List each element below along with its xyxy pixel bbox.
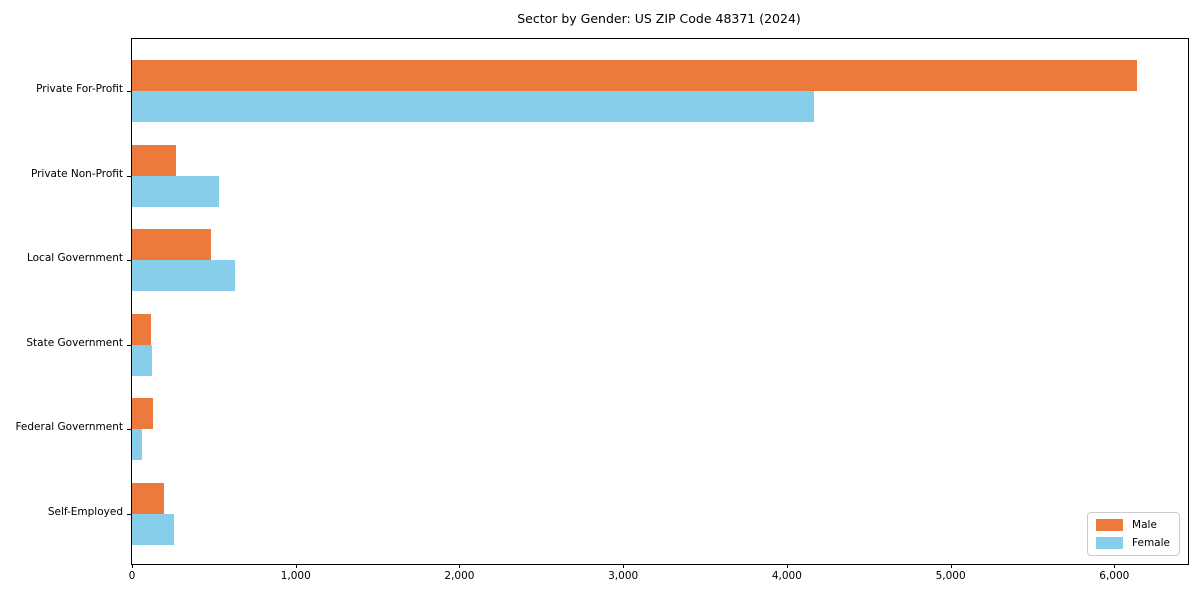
x-axis-tick xyxy=(623,564,625,568)
y-axis-tick xyxy=(127,429,131,430)
bar-male-state-government xyxy=(132,313,151,345)
legend-item-male: Male xyxy=(1096,519,1170,531)
y-axis-tick xyxy=(127,513,131,515)
x-axis-tick-label: 1,000 xyxy=(280,570,311,582)
x-axis-tick-label: 4,000 xyxy=(771,570,802,582)
legend-swatch-female xyxy=(1096,537,1124,549)
plot-area: Male Female 0 1,000 2,000 3,000 4,000 5,000 6,… xyxy=(127,38,1189,582)
chart-title: Sector by Gender: US ZIP Code 48371 (202… xyxy=(517,11,801,26)
x-axis-tick xyxy=(950,564,952,568)
legend-item-female: Female xyxy=(1096,537,1170,549)
x-axis-tick-label: 0 xyxy=(128,570,136,582)
y-axis-labels: Private For-Profit Private Non-Profit Loca… xyxy=(0,38,123,563)
x-axis-tick-label: 6,000 xyxy=(1099,570,1130,582)
y-axis-tick xyxy=(127,175,131,177)
x-axis-tick xyxy=(1114,564,1116,568)
y-axis-label-private-for-profit: Private For-Profit xyxy=(36,83,123,95)
legend-label-female: Female xyxy=(1132,537,1170,549)
y-axis-label-self-employed: Self-Employed xyxy=(47,505,123,518)
legend: Male Female xyxy=(1087,512,1180,556)
bar-male-private-for-profit xyxy=(132,60,1138,91)
bar-male-local-government xyxy=(132,229,212,260)
legend-swatch-male xyxy=(1096,519,1124,531)
bar-female-state-government xyxy=(132,344,152,376)
bar-female-federal-government xyxy=(132,429,142,460)
x-axis-tick-label: 3,000 xyxy=(608,570,639,582)
y-axis-tick xyxy=(127,260,131,261)
bar-female-local-government xyxy=(132,260,236,291)
bar-male-self-employed xyxy=(132,482,164,514)
x-axis-tick xyxy=(786,564,788,568)
x-axis-tick xyxy=(459,564,461,568)
bar-male-private-non-profit xyxy=(132,144,177,176)
y-axis-tick xyxy=(127,344,131,346)
y-axis-label-private-non-profit: Private Non-Profit xyxy=(30,167,123,180)
bar-male-federal-government xyxy=(132,398,154,429)
bar-female-private-non-profit xyxy=(132,175,219,207)
y-axis-label-local-government: Local Government xyxy=(26,252,123,264)
legend-label-male: Male xyxy=(1132,519,1157,531)
bar-female-self-employed xyxy=(132,513,174,545)
y-axis-label-federal-government: Federal Government xyxy=(15,421,123,433)
x-axis-tick-label: 5,000 xyxy=(935,570,966,582)
y-axis-label-state-government: State Government xyxy=(26,336,123,349)
y-axis-tick xyxy=(127,91,131,92)
x-axis-tick xyxy=(295,564,297,568)
x-axis-tick xyxy=(132,564,133,568)
bar-female-private-for-profit xyxy=(132,91,814,122)
x-axis-tick-label: 2,000 xyxy=(444,570,475,582)
